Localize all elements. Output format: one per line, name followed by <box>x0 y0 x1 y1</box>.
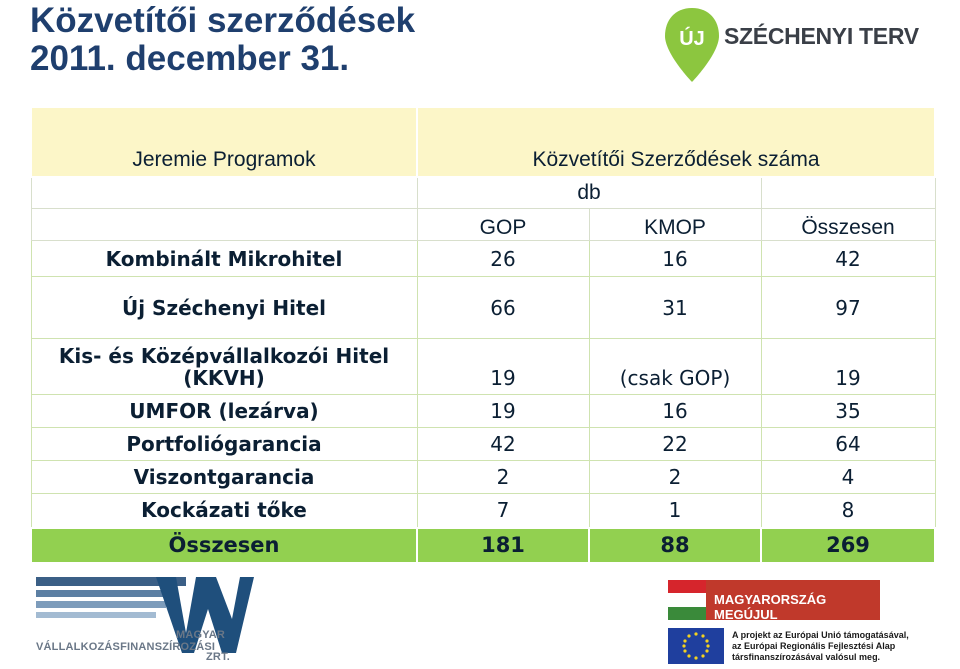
row-kmop: 1 <box>588 493 762 528</box>
mv-line-2: VÁLLALKOZÁSFINANSZÍROZÁSI <box>36 641 216 653</box>
map-pin-icon: ÚJ <box>665 8 719 82</box>
table-sum-row: Összesen 181 88 269 <box>30 526 937 564</box>
row-gop: 19 <box>416 394 590 428</box>
page-title: Közvetítői szerződések 2011. december 31… <box>30 2 415 78</box>
logo-text: SZÉCHENYI TERV <box>724 23 919 49</box>
uj-szechenyi-terv-logo: ÚJ SZÉCHENYI TERV <box>662 6 932 86</box>
table-row: Portfoliógarancia 42 22 64 <box>30 427 936 461</box>
header-program: Jeremie Programok <box>30 106 418 178</box>
header-unit: db <box>416 176 762 209</box>
table-columns-row: GOP KMOP Összesen <box>30 208 936 241</box>
row-label: Kockázati tőke <box>30 493 418 528</box>
header-gop: GOP <box>416 208 590 241</box>
row-total: 19 <box>760 338 936 395</box>
logo-badge-text: ÚJ <box>679 26 705 50</box>
table-header-row: Jeremie Programok Közvetítői Szerződések… <box>30 106 937 178</box>
row-label: Új Széchenyi Hitel <box>30 276 418 339</box>
mv-line-1: MAGYAR <box>176 629 226 641</box>
hungarian-flag-icon <box>668 580 880 620</box>
eu-note-line-3: társfinanszírozásával valósul meg. <box>732 652 881 662</box>
table-row: Kombinált Mikrohitel 26 16 42 <box>30 240 936 277</box>
row-gop: 42 <box>416 427 590 461</box>
row-gop: 66 <box>416 276 590 339</box>
table-row: UMFOR (lezárva) 19 16 35 <box>30 394 936 428</box>
row-kmop: 22 <box>588 427 762 461</box>
row-kmop: 2 <box>588 460 762 494</box>
table-row: Viszontgarancia 2 2 4 <box>30 460 936 494</box>
row-gop: 2 <box>416 460 590 494</box>
row-total: 42 <box>760 240 936 277</box>
row-kmop: 31 <box>588 276 762 339</box>
row-total: 35 <box>760 394 936 428</box>
row-total: 97 <box>760 276 936 339</box>
row-kmop: 16 <box>588 394 762 428</box>
contracts-table: Jeremie Programok Közvetítői Szerződések… <box>30 106 937 564</box>
mv-logo-mark-icon <box>36 577 254 653</box>
row-gop: 7 <box>416 493 590 528</box>
eu-note-line-1: A projekt az Európai Unió támogatásával, <box>732 630 909 640</box>
row-kmop: (csak GOP) <box>588 338 762 395</box>
banner-text: MAGYARORSZÁG MEGÚJUL <box>714 592 827 622</box>
table-row: Kis- és Középvállalkozói Hitel (KKVH) 19… <box>30 338 936 395</box>
magyarorszag-megujul-banner: MAGYARORSZÁG MEGÚJUL <box>668 580 880 622</box>
row-total: 8 <box>760 493 936 528</box>
table-row: Új Széchenyi Hitel 66 31 97 <box>30 276 936 339</box>
title-line-1: Közvetítői szerződések <box>30 1 416 40</box>
row-total: 64 <box>760 427 936 461</box>
eu-note-line-2: az Európai Regionális Fejlesztési Alap <box>732 641 896 651</box>
row-label: UMFOR (lezárva) <box>30 394 418 428</box>
table-row: Kockázati tőke 7 1 8 <box>30 493 936 528</box>
eu-funding-note: A projekt az Európai Unió támogatásával,… <box>668 628 958 664</box>
sum-kmop: 88 <box>588 526 762 564</box>
row-gop: 19 <box>416 338 590 395</box>
sum-total: 269 <box>759 526 937 564</box>
row-label: Portfoliógarancia <box>30 427 418 461</box>
title-line-2: 2011. december 31. <box>30 39 350 78</box>
header-count: Közvetítői Szerződések száma <box>415 106 937 178</box>
eu-flag-icon <box>668 628 724 664</box>
header-kmop: KMOP <box>588 208 762 241</box>
row-gop: 26 <box>416 240 590 277</box>
sum-gop: 181 <box>416 526 590 564</box>
row-total: 4 <box>760 460 936 494</box>
header-total: Összesen <box>760 208 936 241</box>
table-unit-row: db <box>30 176 936 209</box>
row-kmop: 16 <box>588 240 762 277</box>
mv-zrt-logo: MAGYAR VÁLLALKOZÁSFINANSZÍROZÁSI ZRT. <box>36 573 258 663</box>
mv-line-3: ZRT. <box>206 651 231 663</box>
row-label: Kis- és Középvállalkozói Hitel (KKVH) <box>30 338 418 395</box>
row-label: Kombinált Mikrohitel <box>30 240 418 277</box>
eu-note-text: A projekt az Európai Unió támogatásával,… <box>732 630 909 663</box>
row-label: Viszontgarancia <box>30 460 418 494</box>
sum-label: Összesen <box>30 526 418 564</box>
